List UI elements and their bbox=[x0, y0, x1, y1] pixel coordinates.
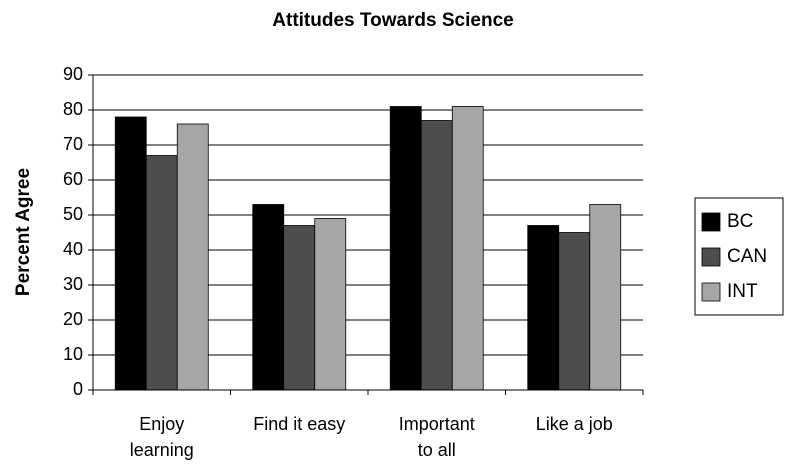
legend-label: BC bbox=[727, 211, 753, 232]
bar bbox=[420, 120, 453, 391]
y-axis-label: Percent Agree bbox=[13, 168, 34, 296]
y-tick-label: 50 bbox=[63, 204, 83, 224]
legend-label: CAN bbox=[727, 246, 767, 267]
bar bbox=[252, 204, 285, 391]
bar bbox=[389, 106, 422, 391]
bar bbox=[527, 225, 560, 391]
legend-swatch bbox=[701, 247, 721, 267]
legend-swatch bbox=[701, 212, 721, 232]
bar bbox=[589, 204, 622, 391]
chart-title: Attitudes Towards Science bbox=[272, 10, 513, 31]
y-tick-label: 60 bbox=[63, 169, 83, 189]
y-tick-label: 80 bbox=[63, 99, 83, 119]
legend-label: INT bbox=[727, 281, 758, 302]
bar bbox=[558, 232, 591, 391]
y-tick-label: 40 bbox=[63, 239, 83, 259]
x-tick-label: Enjoy learning bbox=[130, 414, 194, 460]
y-tick-label: 30 bbox=[63, 274, 83, 294]
y-tick-label: 70 bbox=[63, 134, 83, 154]
x-tick-label: Like a job bbox=[536, 414, 613, 434]
x-tick-label: Find it easy bbox=[253, 414, 345, 434]
x-tick-label: Important to all bbox=[399, 414, 475, 460]
y-tick-label: 90 bbox=[63, 64, 83, 84]
y-tick-label: 10 bbox=[63, 344, 83, 364]
y-tick-label: 20 bbox=[63, 309, 83, 329]
legend-swatch bbox=[701, 282, 721, 302]
bar bbox=[176, 123, 209, 391]
bar bbox=[145, 155, 178, 391]
bar bbox=[314, 218, 347, 391]
bar bbox=[283, 225, 316, 391]
bar bbox=[114, 116, 147, 391]
y-tick-label: 0 bbox=[73, 379, 83, 399]
bar bbox=[451, 106, 484, 391]
